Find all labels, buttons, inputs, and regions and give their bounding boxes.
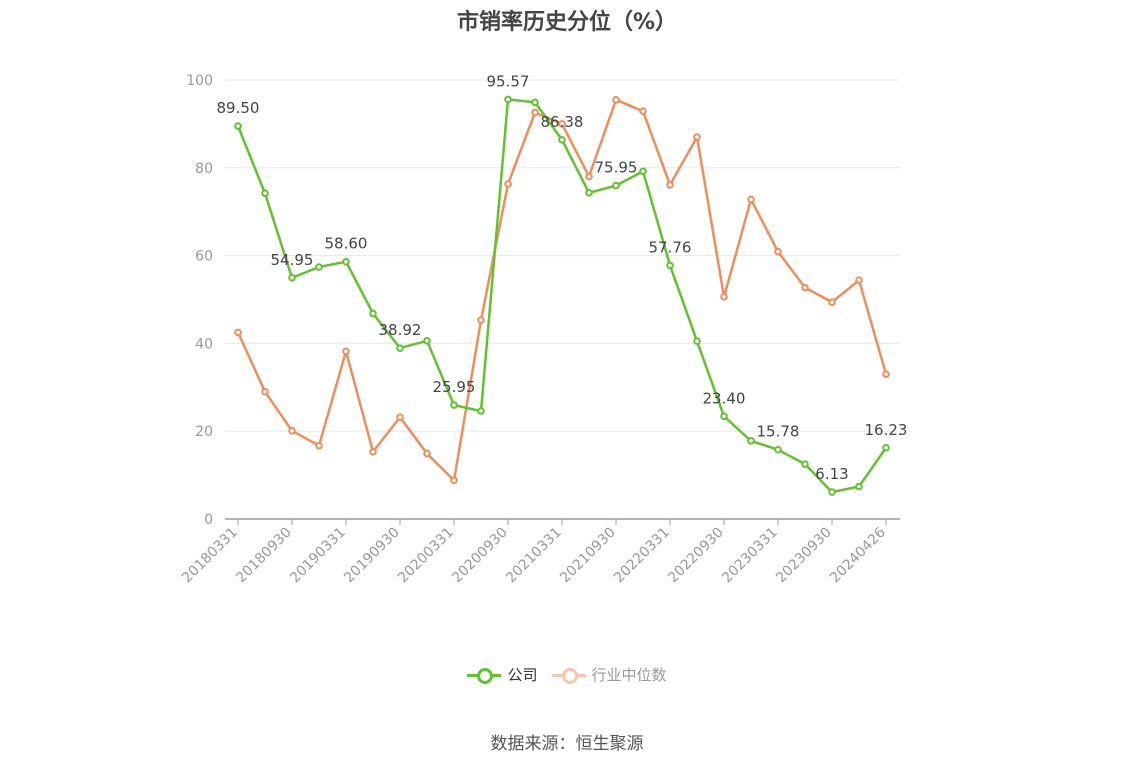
data-point-1 [666, 181, 674, 189]
data-point-0 [747, 437, 755, 445]
data-label: 23.40 [703, 389, 746, 407]
legend-item-industry-median[interactable]: 行业中位数 [551, 664, 667, 685]
x-tick-label: 20190930 [341, 525, 403, 587]
data-label: 75.95 [595, 159, 638, 177]
y-tick-label: 0 [204, 512, 213, 528]
x-tick-label: 20210331 [503, 525, 565, 587]
data-label: 15.78 [757, 423, 800, 441]
data-point-1 [693, 133, 701, 141]
data-point-1 [558, 120, 566, 128]
legend-company-marker-icon [467, 665, 502, 685]
data-point-1 [774, 247, 782, 256]
data-point-0 [882, 443, 890, 452]
x-tick-label: 20230930 [773, 525, 835, 587]
data-point-1 [882, 370, 890, 378]
data-point-0 [801, 460, 809, 468]
x-tick-label: 20210930 [557, 525, 619, 587]
legend-industry-marker-icon [551, 665, 586, 685]
data-label: 58.60 [325, 235, 368, 253]
data-point-0 [855, 482, 863, 491]
data-point-1 [612, 95, 620, 104]
data-point-1 [396, 413, 404, 421]
data-point-0 [342, 257, 350, 266]
data-point-1 [234, 328, 242, 337]
x-tick-label: 20200331 [395, 525, 457, 587]
data-point-1 [504, 180, 512, 188]
y-tick-label: 20 [195, 424, 213, 440]
data-point-0 [315, 263, 323, 271]
data-point-0 [693, 337, 701, 346]
data-point-0 [558, 135, 566, 144]
data-point-1 [720, 293, 728, 301]
y-tick-label: 40 [195, 336, 213, 352]
x-tick-label: 20180331 [179, 525, 241, 587]
data-point-1 [801, 283, 809, 292]
data-point-1 [531, 108, 539, 117]
data-label: 95.57 [487, 72, 530, 90]
data-point-0 [774, 445, 782, 454]
data-point-1 [369, 448, 377, 456]
data-point-0 [585, 189, 593, 197]
legend-company-label: 公司 [507, 666, 538, 684]
line-chart: 0 20 40 60 80 100 2018033120180930201903312019… [179, 72, 908, 587]
data-point-1 [261, 387, 269, 396]
data-label: 25.95 [433, 378, 476, 396]
x-tick-label: 20190331 [287, 525, 349, 587]
data-point-0 [288, 273, 296, 282]
y-tick-label: 80 [195, 161, 213, 177]
data-point-0 [396, 344, 404, 352]
x-tick-label: 20220331 [611, 525, 673, 587]
data-point-0 [234, 122, 242, 130]
x-tick-label: 20240426 [827, 524, 889, 586]
data-label: 86.38 [541, 113, 584, 131]
legend-industry-label: 行业中位数 [591, 666, 667, 684]
x-tick-label: 20200930 [449, 525, 511, 587]
data-label: 89.50 [217, 99, 260, 117]
data-label: 16.23 [865, 421, 908, 439]
data-source: 数据来源：恒生聚源 [490, 734, 644, 754]
data-point-1 [315, 441, 323, 450]
data-point-0 [720, 412, 728, 421]
legend-item-company[interactable]: 公司 [467, 664, 538, 685]
data-label: 54.95 [271, 251, 314, 269]
data-point-1 [423, 449, 431, 458]
data-point-0 [612, 181, 620, 190]
y-tick-label: 100 [186, 73, 213, 89]
data-point-1 [828, 298, 836, 306]
chart-title: 市销率历史分位（%） [456, 10, 678, 35]
data-point-1 [855, 276, 863, 284]
x-tick-label: 20220930 [665, 525, 727, 587]
data-point-0 [504, 95, 512, 104]
x-tick-label: 20230331 [719, 525, 781, 587]
data-point-0 [261, 189, 269, 198]
data-point-0 [828, 488, 836, 496]
data-point-1 [747, 195, 755, 204]
data-label: 57.76 [649, 238, 692, 256]
data-point-1 [639, 107, 647, 115]
data-point-0 [477, 407, 485, 415]
data-point-0 [423, 336, 431, 345]
data-label: 6.13 [815, 465, 848, 483]
chart-legend: 公司 行业中位数 [0, 664, 1134, 685]
data-point-1 [477, 316, 485, 324]
data-label: 38.92 [379, 321, 422, 339]
data-point-0 [666, 261, 674, 270]
data-point-1 [450, 476, 458, 485]
data-point-0 [531, 98, 539, 107]
data-point-0 [639, 167, 647, 176]
data-point-1 [342, 347, 350, 356]
data-point-0 [369, 309, 377, 318]
y-tick-label: 60 [195, 249, 213, 265]
data-point-0 [450, 401, 458, 409]
data-point-1 [585, 172, 593, 181]
x-tick-label: 20180930 [233, 525, 295, 587]
data-point-1 [288, 426, 296, 435]
